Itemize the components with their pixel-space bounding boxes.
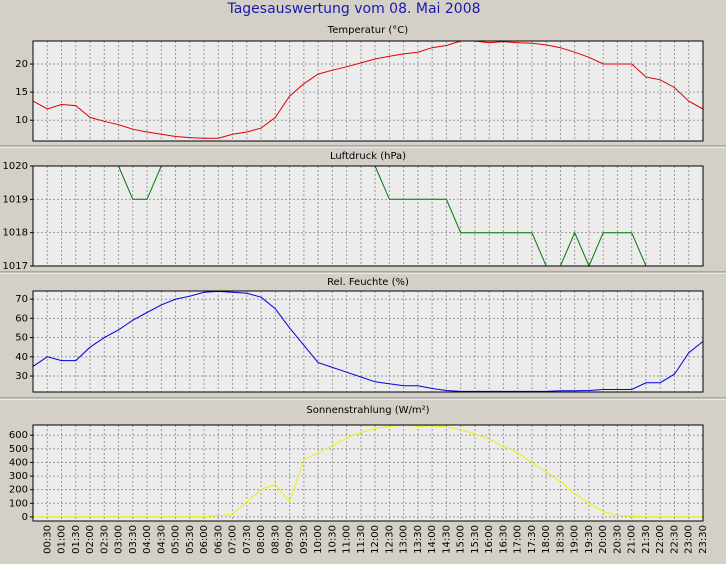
y-tick-label: 1017: [3, 261, 28, 272]
x-tick-label: 01:00: [57, 525, 68, 554]
x-tick-label: 20:00: [598, 525, 609, 554]
x-tick-label: 11:30: [356, 525, 367, 554]
x-tick-label: 06:30: [213, 525, 224, 554]
x-tick-label: 02:00: [85, 525, 96, 554]
x-tick-label: 13:00: [399, 525, 410, 554]
x-tick-label: 21:30: [641, 525, 652, 554]
y-tick-label: 40: [15, 352, 28, 363]
x-tick-label: 08:00: [256, 525, 267, 554]
data-line: [32, 290, 704, 392]
y-tick-label: 200: [9, 485, 28, 496]
plot-area: [32, 40, 704, 142]
x-tick-label: 05:30: [185, 525, 196, 554]
plot-area: [32, 424, 704, 522]
x-tick-label: 07:30: [242, 525, 253, 554]
y-tick-label: 1018: [3, 228, 28, 239]
x-tick-label: 17:30: [527, 525, 538, 554]
x-tick-label: 19:30: [584, 525, 595, 554]
y-tick-label: 0: [22, 512, 28, 523]
x-tick-label: 18:30: [555, 525, 566, 554]
x-tick-label: 12:30: [384, 525, 395, 554]
x-tick-label: 18:00: [541, 525, 552, 554]
y-tick-label: 1020: [3, 161, 28, 172]
data-line: [33, 424, 703, 518]
x-tick-label: 20:30: [612, 525, 623, 554]
x-tick-label: 15:30: [470, 525, 481, 554]
plot-area: [32, 290, 704, 393]
x-tick-label: 03:00: [114, 525, 125, 554]
plot-border: [32, 290, 704, 393]
plot-border: [32, 40, 704, 142]
x-tick-label: 09:30: [299, 525, 310, 554]
y-tick-label: 500: [9, 444, 28, 455]
y-tick-label: 30: [15, 371, 28, 382]
plot-border: [32, 165, 704, 267]
x-tick-label: 21:00: [627, 525, 638, 554]
x-tick-label: 19:00: [570, 525, 581, 554]
x-tick-label: 10:00: [313, 525, 324, 554]
panel-title: Temperatur (°C): [327, 25, 408, 36]
x-tick-label: 03:30: [128, 525, 139, 554]
y-tick-label: 70: [15, 294, 28, 305]
x-tick-label: 09:00: [285, 525, 296, 554]
x-tick-label: 11:00: [342, 525, 353, 554]
x-tick-label: 22:00: [655, 525, 666, 554]
x-tick-label: 10:30: [327, 525, 338, 554]
panel-title: Sonnenstrahlung (W/m²): [306, 405, 429, 416]
x-tick-label: 16:30: [498, 525, 509, 554]
y-tick-label: 1019: [3, 194, 28, 205]
x-tick-label: 23:00: [684, 525, 695, 554]
x-tick-label: 14:30: [441, 525, 452, 554]
x-tick-label: 15:00: [456, 525, 467, 554]
x-tick-label: 13:30: [413, 525, 424, 554]
y-tick-label: 100: [9, 498, 28, 509]
y-tick-label: 400: [9, 457, 28, 468]
panel-title: Luftdruck (hPa): [330, 151, 406, 162]
x-tick-label: 07:00: [228, 525, 239, 554]
x-tick-label: 04:00: [142, 525, 153, 554]
y-tick-label: 60: [15, 313, 28, 324]
y-tick-label: 300: [9, 471, 28, 482]
x-tick-label: 12:00: [370, 525, 381, 554]
y-tick-label: 10: [15, 115, 28, 126]
x-tick-label: 01:30: [71, 525, 82, 554]
main-title: Tagesauswertung vom 08. Mai 2008: [226, 1, 480, 17]
plot-area: [32, 165, 704, 267]
x-tick-label: 05:00: [171, 525, 182, 554]
x-tick-label: 22:30: [669, 525, 680, 554]
x-tick-label: 14:00: [427, 525, 438, 554]
x-tick-label: 02:30: [99, 525, 110, 554]
panel-title: Rel. Feuchte (%): [327, 277, 409, 288]
data-line: [32, 40, 704, 139]
x-tick-label: 06:00: [199, 525, 210, 554]
x-tick-label: 17:00: [513, 525, 524, 554]
x-tick-label: 08:30: [270, 525, 281, 554]
y-tick-label: 50: [15, 333, 28, 344]
x-tick-label: 16:00: [484, 525, 495, 554]
y-tick-label: 600: [9, 430, 28, 441]
x-tick-label: 04:30: [156, 525, 167, 554]
y-tick-label: 20: [15, 59, 28, 70]
x-tick-label: 23:30: [698, 525, 709, 554]
y-tick-label: 15: [15, 87, 28, 98]
plot-border: [32, 424, 704, 522]
x-tick-label: 00:30: [42, 525, 53, 554]
